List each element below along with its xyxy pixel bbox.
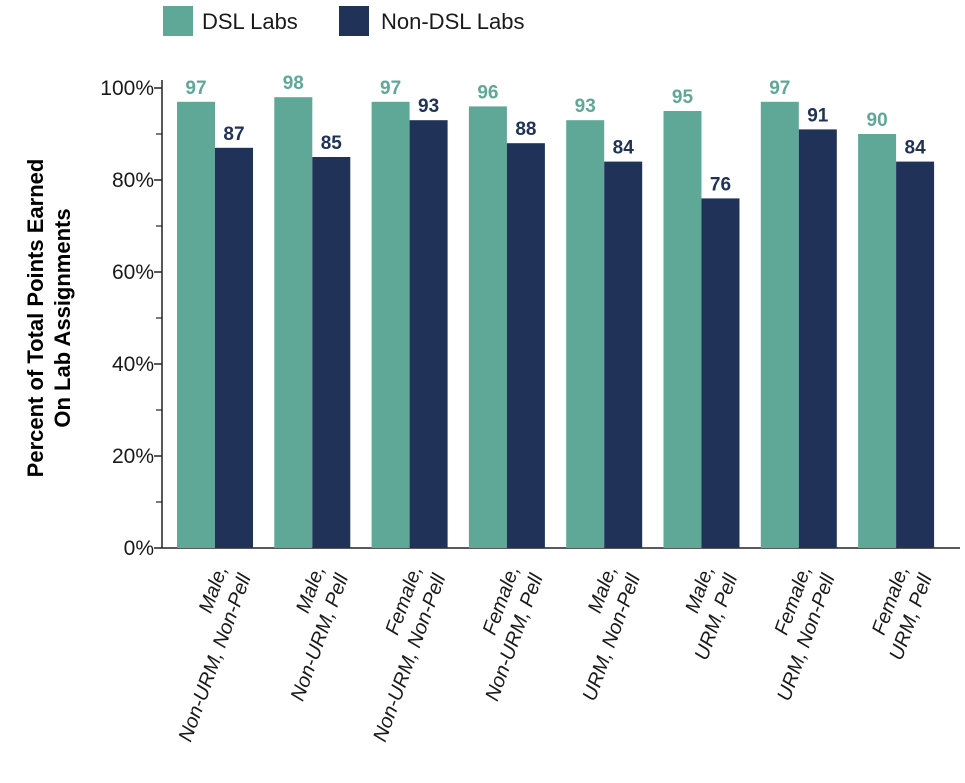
y-tick-label: 40% bbox=[112, 353, 154, 376]
bar bbox=[371, 101, 410, 549]
data-label: 87 bbox=[223, 124, 244, 145]
category-label: Male,URM, Pell bbox=[681, 563, 742, 664]
category-label: Female,Non-URM, Pell bbox=[479, 563, 548, 704]
legend-label-dsl: DSL Labs bbox=[202, 9, 298, 34]
bar bbox=[896, 161, 935, 548]
category-label: Male,Non-URM, Non-Pell bbox=[175, 563, 256, 745]
category-label: Female,Non-URM, Non-Pell bbox=[369, 563, 450, 745]
data-label: 88 bbox=[515, 119, 536, 140]
data-label: 97 bbox=[185, 78, 206, 99]
bar bbox=[177, 101, 215, 549]
data-label: 84 bbox=[613, 138, 635, 159]
legend-swatch-dsl bbox=[163, 6, 193, 36]
category-label: Female,URM, Non-Pell bbox=[771, 563, 840, 704]
y-axis-title-line-2: On Lab Assignments bbox=[50, 208, 75, 427]
legend-swatch-non-dsl bbox=[339, 6, 369, 36]
y-axis-title-line-1: Percent of Total Points Earned bbox=[23, 159, 48, 478]
y-tick-label: 20% bbox=[112, 445, 154, 468]
y-tick-label: 100% bbox=[100, 77, 154, 100]
bar bbox=[858, 134, 897, 548]
bar bbox=[604, 161, 643, 548]
data-label: 93 bbox=[418, 96, 439, 117]
data-label: 85 bbox=[321, 133, 343, 154]
data-labels: 97 87 98 85 97 93 96 88 93 84 95 76 97 91 90 84 bbox=[185, 73, 926, 195]
bar bbox=[409, 120, 448, 548]
category-label: Male,Non-URM, Pell bbox=[287, 563, 353, 704]
y-axis-title: Percent of Total Points Earned On Lab As… bbox=[23, 159, 75, 478]
bar bbox=[468, 106, 507, 549]
y-tick-label: 80% bbox=[112, 169, 154, 192]
bar bbox=[506, 143, 545, 548]
data-label: 91 bbox=[807, 105, 829, 126]
bars bbox=[177, 97, 935, 549]
data-label: 97 bbox=[769, 78, 790, 99]
y-tick-label: 60% bbox=[112, 261, 154, 284]
bar bbox=[701, 198, 740, 548]
legend: DSL Labs Non-DSL Labs bbox=[163, 6, 524, 36]
bar bbox=[760, 101, 799, 549]
data-label: 96 bbox=[477, 82, 498, 103]
bar bbox=[274, 97, 313, 548]
bar bbox=[312, 157, 351, 548]
y-tick-label: 0% bbox=[124, 537, 154, 560]
category-label: Female,URM, Pell bbox=[868, 563, 937, 664]
bar bbox=[215, 147, 253, 549]
data-label: 84 bbox=[905, 138, 927, 159]
data-label: 90 bbox=[867, 110, 888, 131]
data-label: 76 bbox=[710, 174, 731, 195]
data-label: 98 bbox=[283, 73, 304, 94]
category-labels: Male,Non-URM, Non-Pell Male,Non-URM, Pell… bbox=[175, 563, 937, 745]
data-label: 97 bbox=[380, 78, 401, 99]
bar bbox=[663, 111, 702, 548]
data-label: 93 bbox=[575, 96, 596, 117]
legend-label-non-dsl: Non-DSL Labs bbox=[381, 9, 524, 34]
bar bbox=[798, 129, 837, 548]
data-label: 95 bbox=[672, 87, 694, 108]
bar bbox=[566, 120, 605, 548]
category-label: Male,URM, Non-Pell bbox=[579, 563, 645, 704]
